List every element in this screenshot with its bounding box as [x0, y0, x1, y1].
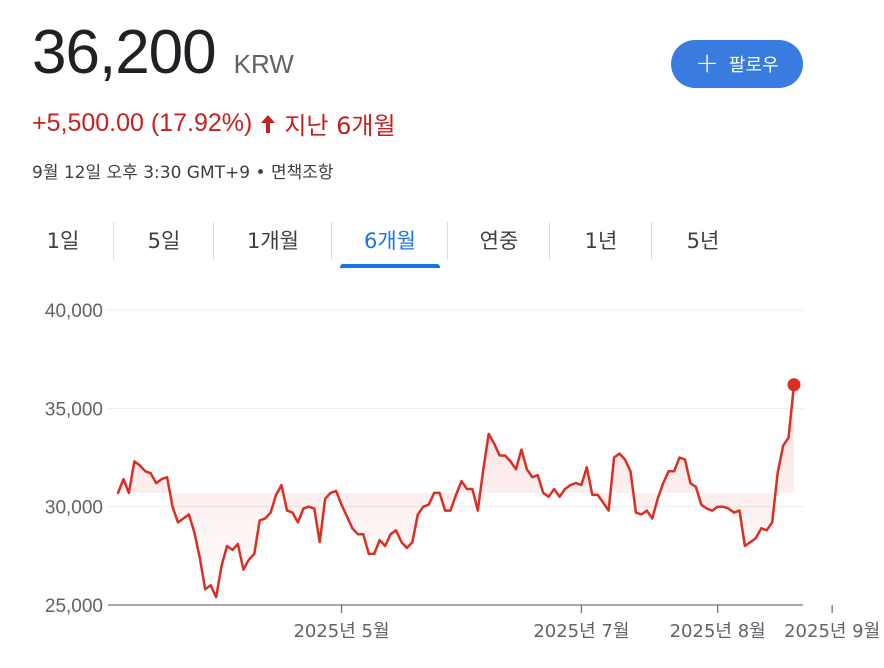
tab-1m[interactable]: 1개월 [214, 218, 332, 262]
tab-label: 1개월 [246, 229, 299, 253]
range-tabs: 1일 5일 1개월 6개월 연중 1년 5년 [12, 218, 754, 268]
tab-label: 5년 [686, 229, 720, 253]
tab-ytd[interactable]: 연중 [448, 218, 550, 262]
follow-button[interactable]: + 팔로우 [671, 40, 803, 88]
x-tick-label: 2025년 5월 [293, 621, 389, 642]
x-tick-label: 2025년 8월 [670, 621, 766, 642]
quote-timestamp: 9월 12일 오후 3:30 GMT+9 [32, 163, 251, 183]
current-price: 36,200 [32, 18, 217, 87]
active-tab-indicator [340, 264, 440, 268]
y-tick-label: 35,000 [45, 399, 103, 420]
tab-6m[interactable]: 6개월 [332, 218, 448, 268]
meta-separator: • [255, 163, 266, 183]
currency-code: KRW [233, 49, 294, 79]
change-period: 지난 6개월 [284, 112, 396, 140]
quote-meta: 9월 12일 오후 3:30 GMT+9 • 면책조항 [32, 158, 334, 183]
tab-5y[interactable]: 5년 [652, 218, 754, 262]
disclaimer-link[interactable]: 면책조항 [270, 163, 334, 183]
y-tick-label: 40,000 [45, 301, 103, 322]
price-area-fill [118, 384, 794, 598]
price-line [116, 383, 796, 599]
tab-1d[interactable]: 1일 [12, 218, 114, 262]
follow-button-label: 팔로우 [728, 55, 779, 76]
arrow-up-icon [261, 114, 276, 133]
price-chart: 25,000 30,000 35,000 40,000 2025년 5월 2025년 7월… [45, 301, 880, 642]
y-tick-label: 30,000 [45, 498, 103, 519]
tab-label: 1년 [584, 229, 618, 253]
plus-icon: + [695, 45, 719, 79]
tab-5d[interactable]: 5일 [114, 218, 214, 262]
tab-label: 1일 [46, 229, 80, 253]
last-price-marker [787, 378, 801, 392]
tab-1y[interactable]: 1년 [550, 218, 652, 262]
price-row: 36,200 KRW [32, 22, 294, 84]
price-change: +5,500.00 (17.92%) [32, 109, 253, 137]
price-change-row: +5,500.00 (17.92%) 지난 6개월 [32, 106, 396, 141]
x-tick-label: 2025년 7월 [533, 621, 629, 642]
x-tick-label: 2025년 9월 [784, 621, 880, 642]
tab-label: 5일 [147, 229, 181, 253]
tab-label: 6개월 [363, 229, 416, 253]
y-tick-label: 25,000 [45, 596, 103, 617]
tab-label: 연중 [479, 229, 519, 253]
